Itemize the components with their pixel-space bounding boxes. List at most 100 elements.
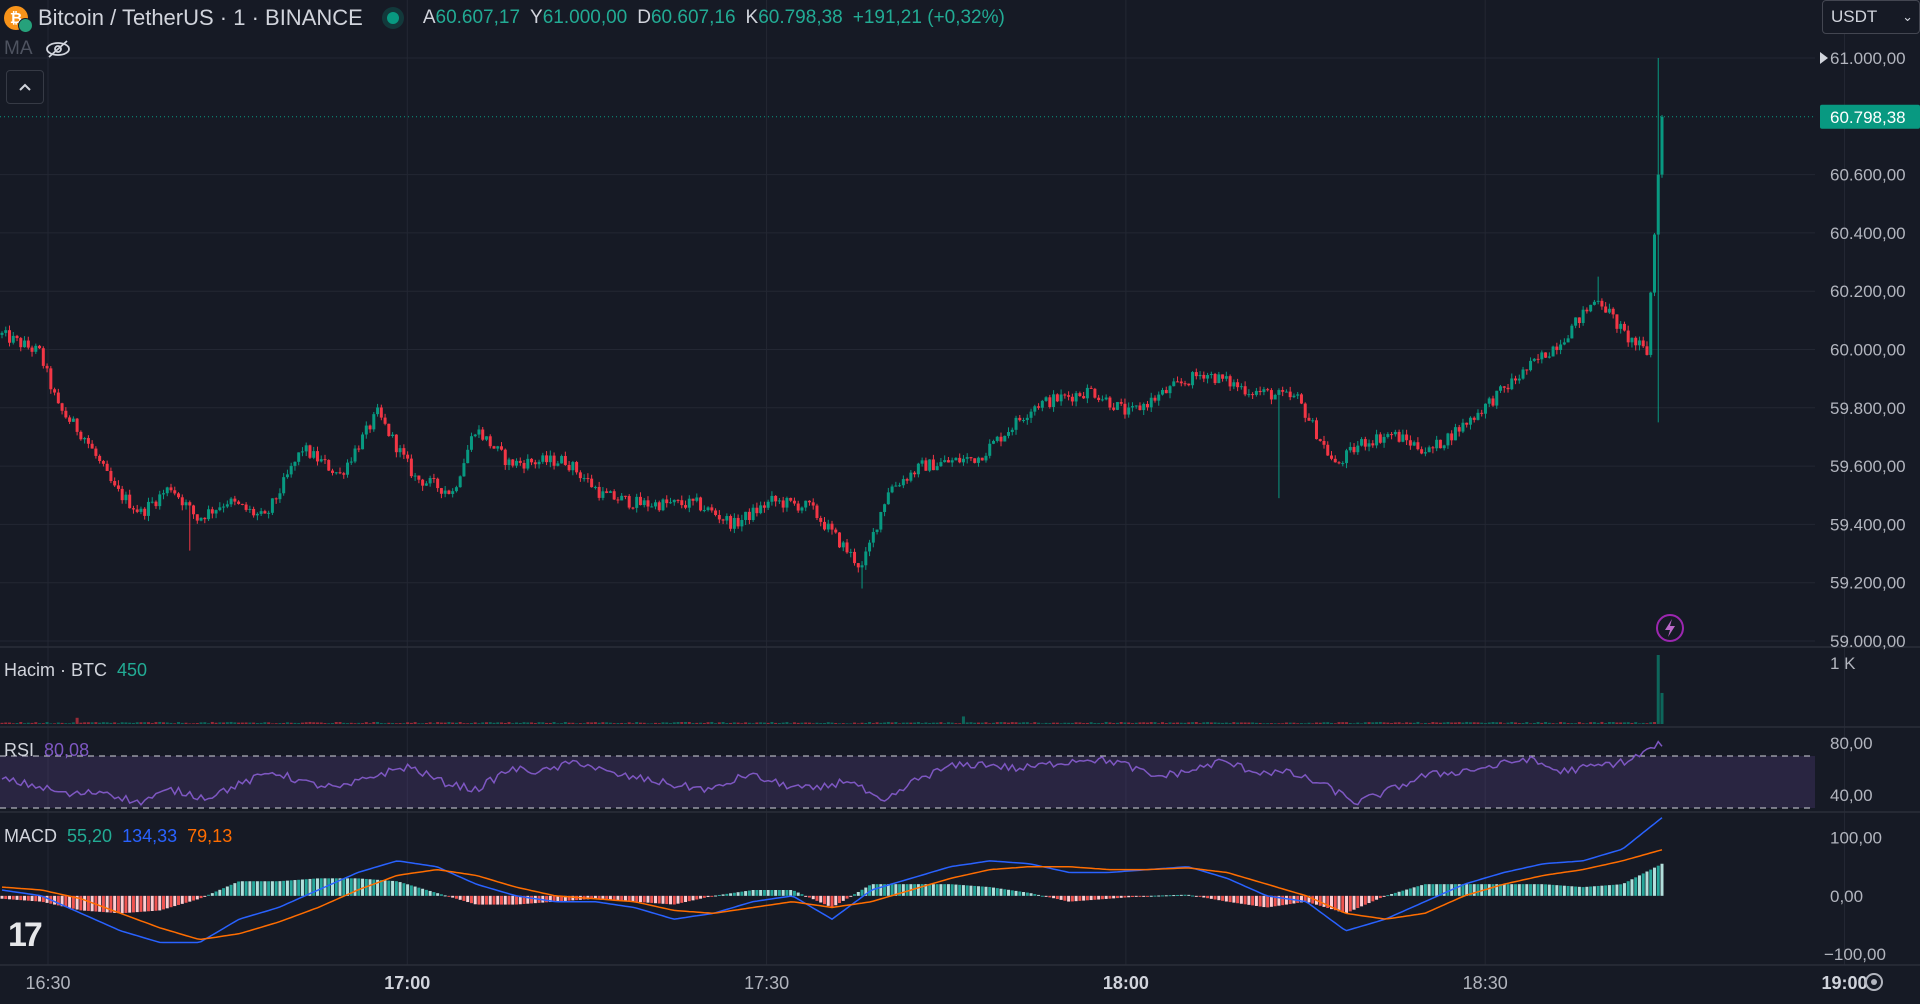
candle-body[interactable] [120,488,124,501]
candle-body[interactable] [4,330,8,333]
candle-body[interactable] [1273,394,1277,400]
candle-body[interactable] [1547,356,1551,358]
candle-body[interactable] [1581,309,1585,324]
candle-body[interactable] [684,505,688,508]
candle-body[interactable] [913,472,917,475]
candle-body[interactable] [207,509,211,520]
candle-body[interactable] [507,459,511,466]
candle-body[interactable] [920,460,924,464]
candle-body[interactable] [751,507,755,521]
volume-pane[interactable] [0,655,1664,724]
candle-body[interactable] [1168,386,1172,394]
candle-body[interactable] [1483,403,1487,414]
candle-body[interactable] [368,425,372,430]
candle-body[interactable] [285,474,289,478]
rsi-label[interactable]: RSI 80,08 [4,740,89,761]
candle-body[interactable] [1577,317,1581,324]
candle-body[interactable] [409,458,413,477]
candle-body[interactable] [439,488,443,494]
candle-body[interactable] [109,470,113,482]
candle-body[interactable] [1160,389,1164,395]
candle-body[interactable] [984,455,988,461]
candle-body[interactable] [552,455,556,466]
candle-body[interactable] [1604,306,1608,313]
candle-body[interactable] [759,505,763,514]
candle-body[interactable] [849,551,853,553]
volume-label[interactable]: Hacim · BTC 450 [4,660,147,681]
candle-body[interactable] [853,551,857,564]
candle-body[interactable] [1059,394,1063,402]
candle-body[interactable] [830,523,834,530]
candle-body[interactable] [1551,346,1555,357]
candle-body[interactable] [210,509,214,514]
candle-body[interactable] [695,497,699,501]
candle-body[interactable] [1266,389,1270,391]
candle-body[interactable] [556,463,560,466]
candle-body[interactable] [278,493,282,500]
candle-body[interactable] [515,460,519,466]
candle-body[interactable] [1656,174,1660,235]
candle-body[interactable] [406,454,410,459]
pane-separators[interactable] [0,646,1920,966]
candle-body[interactable] [372,414,376,430]
candle-body[interactable] [1423,452,1427,454]
price-pane[interactable] [0,58,1815,589]
candle-body[interactable] [593,486,597,488]
candle-body[interactable] [1514,378,1518,381]
candle-body[interactable] [642,500,646,506]
candle-body[interactable] [488,436,492,447]
candle-body[interactable] [376,407,380,415]
candle-body[interactable] [1183,383,1187,385]
candle-body[interactable] [1461,422,1465,432]
candle-body[interactable] [710,507,714,511]
candle-body[interactable] [1187,383,1191,386]
candle-body[interactable] [199,517,203,521]
candle-body[interactable] [244,504,248,510]
candle-body[interactable] [1112,407,1116,410]
candle-body[interactable] [650,506,654,508]
candle-body[interactable] [1322,440,1326,445]
candle-body[interactable] [1191,372,1195,386]
candle-body[interactable] [417,475,421,480]
candle-body[interactable] [1247,394,1251,396]
candle-body[interactable] [886,492,890,505]
candle-body[interactable] [1521,369,1525,379]
candle-body[interactable] [402,448,406,455]
candle-body[interactable] [770,495,774,502]
candle-body[interactable] [1209,373,1213,376]
candle-body[interactable] [586,478,590,480]
candle-body[interactable] [924,460,928,471]
ma-label[interactable]: MA [4,38,33,59]
candle-body[interactable] [263,511,267,514]
candle-body[interactable] [744,511,748,520]
candle-body[interactable] [255,513,259,516]
candle-body[interactable] [1622,323,1626,331]
candle-body[interactable] [973,458,977,463]
candle-body[interactable] [1176,381,1180,383]
candle-body[interactable] [1074,393,1078,402]
candle-body[interactable] [68,417,72,422]
candle-body[interactable] [259,511,263,514]
candle-body[interactable] [868,542,872,552]
candle-body[interactable] [931,459,935,471]
time-axis[interactable]: 16:3017:0017:3018:0018:3019:0019:3020:00… [25,973,1920,993]
candle-body[interactable] [616,499,620,501]
candle-body[interactable] [1130,406,1134,408]
candle-body[interactable] [1243,386,1247,395]
candle-body[interactable] [1348,446,1352,451]
candle-body[interactable] [1330,455,1334,459]
candle-body[interactable] [113,481,117,486]
candle-body[interactable] [1018,417,1022,421]
candle-body[interactable] [1236,382,1240,388]
candle-body[interactable] [500,446,504,450]
candle-body[interactable] [785,497,789,508]
candle-body[interactable] [601,491,605,498]
candle-body[interactable] [1085,387,1089,399]
candle-body[interactable] [188,502,192,506]
candle-body[interactable] [342,473,346,475]
candle-body[interactable] [161,493,165,495]
candle-body[interactable] [1540,352,1544,360]
candle-body[interactable] [1607,308,1611,313]
candle-body[interactable] [740,519,744,527]
candle-body[interactable] [1123,403,1127,415]
